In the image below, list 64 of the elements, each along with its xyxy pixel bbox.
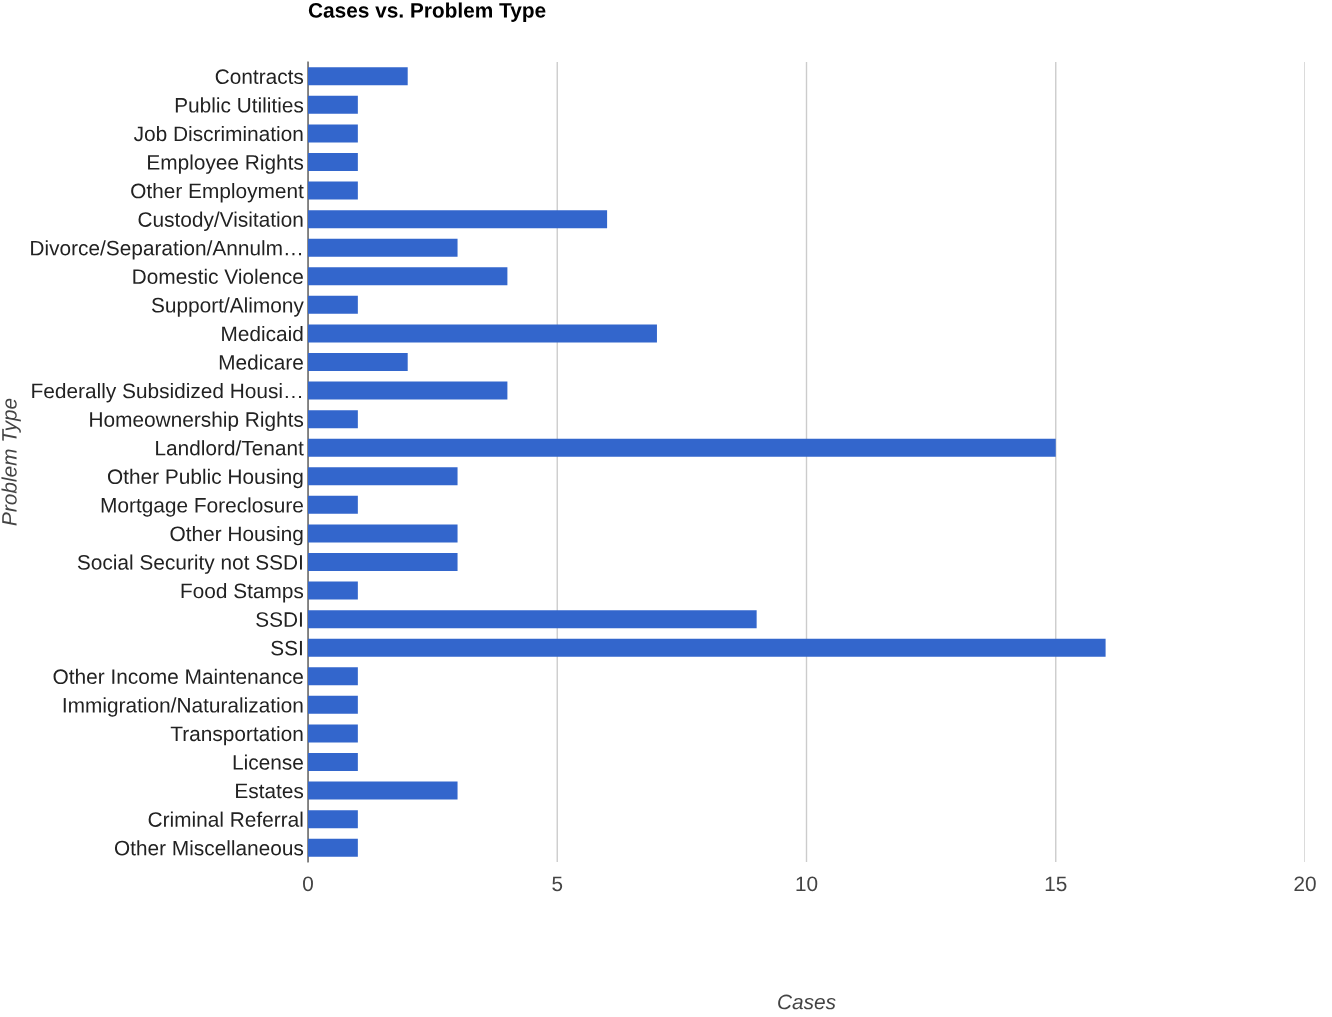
y-tick-label: Criminal Referral [148, 811, 303, 827]
y-tick-label: Other Public Housing [107, 468, 303, 489]
bar [308, 724, 358, 743]
bar [308, 667, 358, 686]
bar [308, 95, 358, 114]
y-tick-label: SSDI [256, 612, 302, 627]
y-tick-label: License [233, 754, 303, 770]
bar [308, 324, 657, 343]
bar [308, 838, 358, 857]
bar [308, 353, 408, 371]
y-tick-label: Homeownership Rights [90, 411, 304, 432]
y-tick-label: Employee Rights [148, 154, 304, 174]
chart-title: Cases vs. Problem Type [308, 2, 546, 22]
bar [308, 238, 458, 257]
bar [308, 610, 757, 629]
bar [308, 638, 1106, 657]
y-tick-label: Transportation [170, 725, 303, 746]
y-tick-label: Divorce/Separation/Annulm… [31, 240, 302, 260]
y-tick-label: SSI [271, 640, 302, 656]
bar [308, 553, 458, 571]
bar [308, 267, 508, 286]
y-tick-label: Domestic Violence [133, 268, 303, 285]
y-tick-label: Job Discrimination [133, 125, 303, 142]
bar [308, 695, 358, 714]
y-tick-label: Federally Subsidized Housi… [32, 383, 302, 403]
x-tick-label: 15 [1045, 876, 1067, 892]
bar [308, 438, 1056, 457]
bar [308, 381, 508, 400]
y-tick-label: Medicaid [222, 325, 303, 342]
y-tick-label: Social Security not SSDI [77, 554, 302, 574]
bar [308, 581, 358, 600]
bar [308, 495, 358, 514]
bar [308, 295, 358, 314]
x-tick-label: 5 [552, 876, 563, 892]
y-tick-label: Mortgage Foreclosure [101, 497, 303, 517]
y-tick-label: Landlord/Tenant [156, 440, 304, 456]
bar [308, 753, 358, 771]
bar [308, 467, 458, 486]
y-tick-label: Estates [236, 783, 304, 799]
y-tick-label: Other Employment [131, 183, 304, 203]
bar [308, 124, 358, 143]
bar [308, 153, 358, 171]
x-axis-title: Cases [778, 994, 836, 1010]
y-tick-label: Support/Alimony [151, 297, 304, 317]
bar [308, 810, 358, 829]
bar [308, 67, 408, 86]
bar [308, 210, 608, 229]
y-tick-label: Other Income Maintenance [53, 668, 303, 685]
bar [308, 410, 358, 429]
x-tick-label: 10 [796, 876, 818, 892]
y-tick-label: Immigration/Naturalization [63, 697, 303, 717]
y-tick-label: Other Miscellaneous [114, 840, 304, 856]
bar [308, 781, 458, 800]
x-tick-label: 0 [303, 876, 313, 892]
bar [308, 524, 458, 543]
y-tick-label: Medicare [219, 354, 303, 370]
y-tick-label: Custody/Visitation [138, 211, 303, 232]
bar [308, 181, 358, 200]
y-axis-title: Problem Type [1, 398, 21, 526]
x-tick-label: 20 [1294, 876, 1316, 892]
y-tick-label: Contracts [215, 69, 304, 85]
y-tick-label: Food Stamps [181, 583, 304, 603]
y-tick-label: Other Housing [170, 525, 303, 546]
y-tick-label: Public Utilities [175, 97, 304, 113]
